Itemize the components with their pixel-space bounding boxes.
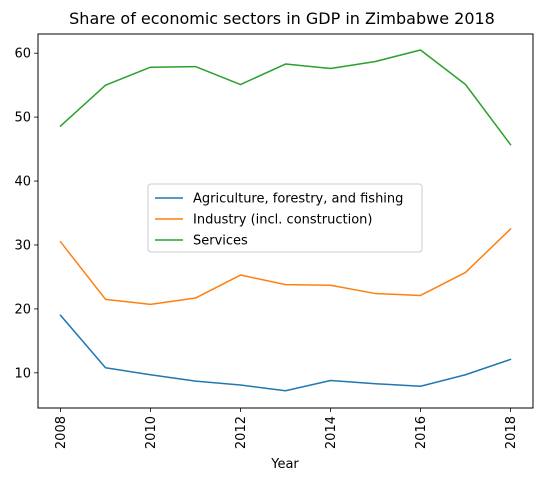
y-tick-label: 60 (14, 47, 31, 62)
legend-box (147, 183, 423, 253)
series-line-2 (59, 49, 512, 146)
y-tick-label: 20 (14, 302, 31, 317)
x-tick-label: 2008 (54, 416, 69, 449)
y-tick-label: 40 (14, 175, 31, 190)
x-tick-label: 2012 (234, 416, 249, 449)
y-tick-label: 30 (14, 238, 31, 253)
x-tick-label: 2014 (324, 416, 339, 449)
legend-label-1: Industry (incl. construction) (193, 213, 372, 228)
x-tick-label: 2018 (504, 416, 519, 449)
y-axis-ticks: 10 20 30 40 50 60 (14, 47, 38, 381)
plot-frame (37, 33, 534, 409)
x-tick-label: 2016 (414, 416, 429, 449)
y-tick-label: 50 (14, 111, 31, 126)
plot-area (37, 33, 534, 409)
chart-title: Share of economic sectors in GDP in Zimb… (69, 9, 495, 28)
x-tick-label: 2010 (144, 416, 159, 449)
series-lines (59, 49, 512, 392)
series-line-1 (59, 227, 512, 306)
legend: Agriculture, forestry, and fishing Indust… (147, 183, 423, 253)
legend-label-2: Services (193, 234, 248, 249)
series-line-0 (59, 314, 512, 392)
x-axis-ticks: 2008 2010 2012 2014 2016 2018 (54, 408, 519, 449)
y-tick-label: 10 (14, 366, 31, 381)
legend-label-0: Agriculture, forestry, and fishing (193, 192, 403, 207)
x-axis-label: Year (270, 457, 299, 472)
